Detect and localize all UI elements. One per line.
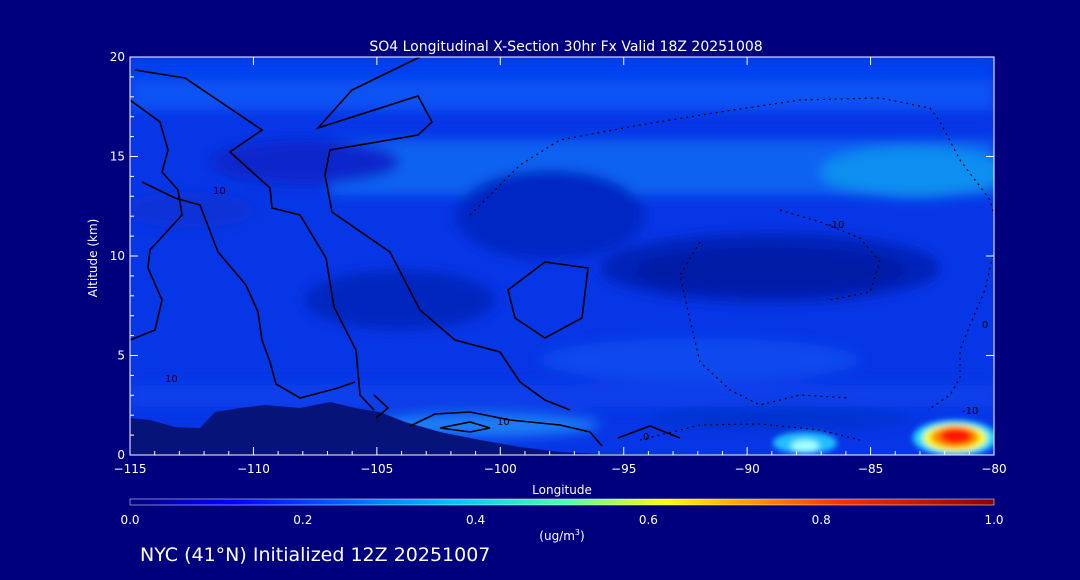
terrain [130, 402, 994, 455]
y-tick-label: 10 [110, 249, 125, 263]
contour-line [409, 411, 603, 447]
y-tick-label: 5 [117, 349, 125, 363]
colorbar-unit-close: ) [580, 529, 585, 543]
x-tick-label: −110 [237, 462, 270, 476]
contour-line [439, 421, 491, 433]
colorbar-tick-label: 0.4 [466, 513, 485, 527]
heatmap-hotspot-red [940, 428, 972, 444]
x-tick-label: −85 [858, 462, 883, 476]
contour-label: 10 [165, 374, 178, 385]
colorbar-tick-label: 0.8 [812, 513, 831, 527]
x-axis: −115 −110 −105 −100 −95 −90 −85 −80 [114, 57, 1007, 476]
contour-label: 0 [643, 432, 649, 443]
x-tick-label: −105 [360, 462, 393, 476]
y-tick-label: 15 [110, 150, 125, 164]
contour-line [130, 99, 183, 341]
contour-line [507, 261, 589, 339]
heatmap-field [130, 57, 994, 455]
contour-label: -10 [828, 220, 844, 231]
colorbar [129, 498, 995, 506]
heatmap-band-lower [130, 385, 994, 407]
x-tick-label: −90 [734, 462, 759, 476]
colorbar-tick-label: 1.0 [984, 513, 1003, 527]
x-tick-label: −115 [114, 462, 147, 476]
heatmap-dark-upper-left [210, 140, 400, 184]
colorbar-tick-label: 0.6 [639, 513, 658, 527]
heatmap-dark-middle [455, 170, 645, 260]
colorbar-unit-label: (ug/m3) [539, 528, 584, 543]
contour-labels: 10 10 10 0 -10 0 -10 [165, 186, 988, 443]
heatmap-light-right [820, 146, 994, 198]
y-axis-label: Altitude (km) [86, 219, 100, 298]
x-tick-label: −80 [981, 462, 1006, 476]
heatmap-dark-mid [305, 270, 495, 330]
heatmap-dark-lower [650, 406, 910, 430]
heatmap-dark-mid-left [130, 192, 255, 228]
colorbar-ticks: 0.0 0.2 0.4 0.6 0.8 1.0 [120, 513, 1003, 527]
heatmap-dark-core-right [635, 248, 905, 292]
contour-label: -10 [962, 406, 978, 417]
heatmap-cyan-spot-core [791, 440, 819, 452]
chart-title: SO4 Longitudinal X-Section 30hr Fx Valid… [369, 39, 762, 55]
colorbar-tick-label: 0.2 [293, 513, 312, 527]
contour-label: 10 [213, 186, 226, 197]
y-axis: 0 5 10 15 20 [110, 50, 994, 462]
x-axis-label: Longitude [532, 483, 592, 497]
heatmap-band-top [130, 57, 994, 81]
contour-line [141, 181, 356, 399]
contour-label: 10 [497, 417, 510, 428]
chart-subtitle: NYC (41°N) Initialized 12Z 20251007 [140, 544, 490, 566]
x-tick-label: −100 [484, 462, 517, 476]
contour-lines [130, 57, 994, 447]
contour-line [315, 57, 571, 411]
colorbar-unit-superscript: 3 [575, 528, 580, 537]
colorbar-tick-label: 0.0 [120, 513, 139, 527]
contour-line-dashed [639, 423, 861, 441]
y-tick-label: 0 [117, 448, 125, 462]
y-tick-label: 20 [110, 50, 125, 64]
heatmap-light-lower-mid [540, 338, 860, 382]
contour-line [373, 394, 390, 419]
heatmap-band-upper [130, 80, 994, 110]
colorbar-unit-text: (ug/m [539, 529, 575, 543]
contour-line [617, 425, 681, 439]
contour-label: 0 [982, 320, 988, 331]
x-tick-label: −95 [611, 462, 636, 476]
contour-line [134, 69, 375, 411]
